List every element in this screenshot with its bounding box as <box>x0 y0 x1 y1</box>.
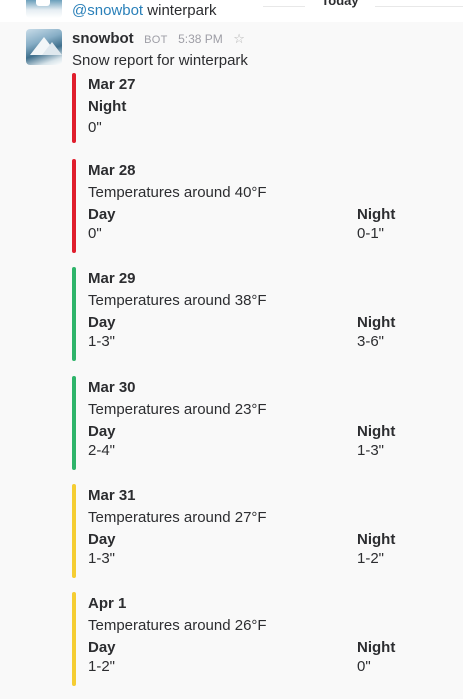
day-label: Day <box>88 531 116 548</box>
day-value: 1-3" <box>88 550 116 567</box>
day-value: 1-2" <box>88 658 116 675</box>
sender-name[interactable]: snowbot <box>72 30 134 47</box>
attachment-body: Mar 29 Temperatures around 38°F Day 1-3"… <box>88 267 452 353</box>
attachment-mar-30: Mar 30 Temperatures around 23°F Day 2-4"… <box>72 376 452 470</box>
attachment-summary: Temperatures around 40°F <box>88 184 267 201</box>
night-field: Night 1-2" <box>357 530 395 568</box>
attachment-fields: Day 1-2" Night 0" <box>88 638 452 678</box>
star-icon[interactable]: ☆ <box>233 31 245 46</box>
night-label: Night <box>357 639 396 656</box>
mountain-peak <box>42 42 62 55</box>
attachment-color-bar <box>72 159 76 253</box>
day-label: Day <box>88 314 116 331</box>
night-value: 0" <box>357 658 371 675</box>
night-field: Night 0-1" <box>357 205 395 243</box>
bot-message: snowbot BOT 5:38 PM ☆ Snow report for wi… <box>0 22 463 699</box>
attachment-mar-28: Mar 28 Temperatures around 40°F Day 0" N… <box>72 159 452 253</box>
attachment-date: Mar 31 <box>88 487 136 504</box>
attachment-mar-27: Mar 27 Night 0" <box>72 73 452 143</box>
attachment-fields: Day 1-3" Night 3-6" <box>88 313 452 353</box>
day-field: Day 1-3" <box>88 530 116 568</box>
attachment-date: Mar 28 <box>88 162 136 179</box>
previous-message-text: @snowbot winterpark <box>72 2 216 20</box>
attachment-date: Apr 1 <box>88 595 127 612</box>
message-text: Snow report for winterpark <box>72 52 248 69</box>
night-field: Night 1-3" <box>357 422 395 460</box>
day-label: Day <box>88 423 116 440</box>
night-label: Night <box>357 314 396 331</box>
attachment-body: Mar 31 Temperatures around 27°F Day 1-3"… <box>88 484 452 570</box>
previous-message: @snowbot winterpark <box>0 0 463 22</box>
night-value: 0" <box>88 119 102 136</box>
night-field: Night 3-6" <box>357 313 395 351</box>
day-field: Day 2-4" <box>88 422 116 460</box>
night-label: Night <box>357 531 396 548</box>
attachment-body: Mar 27 Night 0" <box>88 73 452 137</box>
attachment-body: Apr 1 Temperatures around 26°F Day 1-2" … <box>88 592 452 678</box>
night-field: Night 0" <box>357 638 395 676</box>
attachment-mar-31: Mar 31 Temperatures around 27°F Day 1-3"… <box>72 484 452 578</box>
avatar[interactable] <box>26 0 62 18</box>
attachment-body: Mar 30 Temperatures around 23°F Day 2-4"… <box>88 376 452 462</box>
attachment-color-bar <box>72 73 76 143</box>
attachment-fields: Day 0" Night 0-1" <box>88 205 452 245</box>
day-value: 1-3" <box>88 333 116 350</box>
night-value: 1-2" <box>357 550 385 567</box>
attachment-date: Mar 30 <box>88 379 136 396</box>
attachment-date: Mar 29 <box>88 270 136 287</box>
day-field: Day 1-3" <box>88 313 116 351</box>
night-value: 0-1" <box>357 225 385 242</box>
attachment-summary: Temperatures around 26°F <box>88 617 267 634</box>
attachment-color-bar <box>72 376 76 470</box>
night-value: 1-3" <box>357 442 385 459</box>
night-label: Night <box>88 98 127 115</box>
night-value: 3-6" <box>357 333 385 350</box>
day-value: 2-4" <box>88 442 116 459</box>
attachment-color-bar <box>72 267 76 361</box>
previous-message-body: winterpark <box>147 2 217 19</box>
attachment-apr-1: Apr 1 Temperatures around 26°F Day 1-2" … <box>72 592 452 686</box>
day-value: 0" <box>88 225 102 242</box>
attachment-mar-29: Mar 29 Temperatures around 38°F Day 1-3"… <box>72 267 452 361</box>
message-timestamp[interactable]: 5:38 PM <box>178 32 223 46</box>
bot-badge: BOT <box>144 34 168 46</box>
attachment-fields: Day 2-4" Night 1-3" <box>88 422 452 462</box>
user-mention[interactable]: @snowbot <box>72 2 144 19</box>
day-field: Day 0" <box>88 205 116 243</box>
attachment-color-bar <box>72 592 76 686</box>
day-divider: Today <box>305 0 375 8</box>
bot-avatar[interactable] <box>26 29 62 65</box>
attachment-color-bar <box>72 484 76 578</box>
day-field: Day 1-2" <box>88 638 116 676</box>
attachment-date: Mar 27 <box>88 76 136 93</box>
attachment-fields: Day 1-3" Night 1-2" <box>88 530 452 570</box>
night-label: Night <box>357 206 396 223</box>
attachment-summary: Temperatures around 27°F <box>88 509 267 526</box>
day-label: Day <box>88 206 116 223</box>
message-header: snowbot BOT 5:38 PM ☆ <box>72 30 245 48</box>
attachment-body: Mar 28 Temperatures around 40°F Day 0" N… <box>88 159 452 245</box>
attachment-summary: Temperatures around 38°F <box>88 292 267 309</box>
night-label: Night <box>357 423 396 440</box>
day-label: Day <box>88 639 116 656</box>
attachment-summary: Temperatures around 23°F <box>88 401 267 418</box>
